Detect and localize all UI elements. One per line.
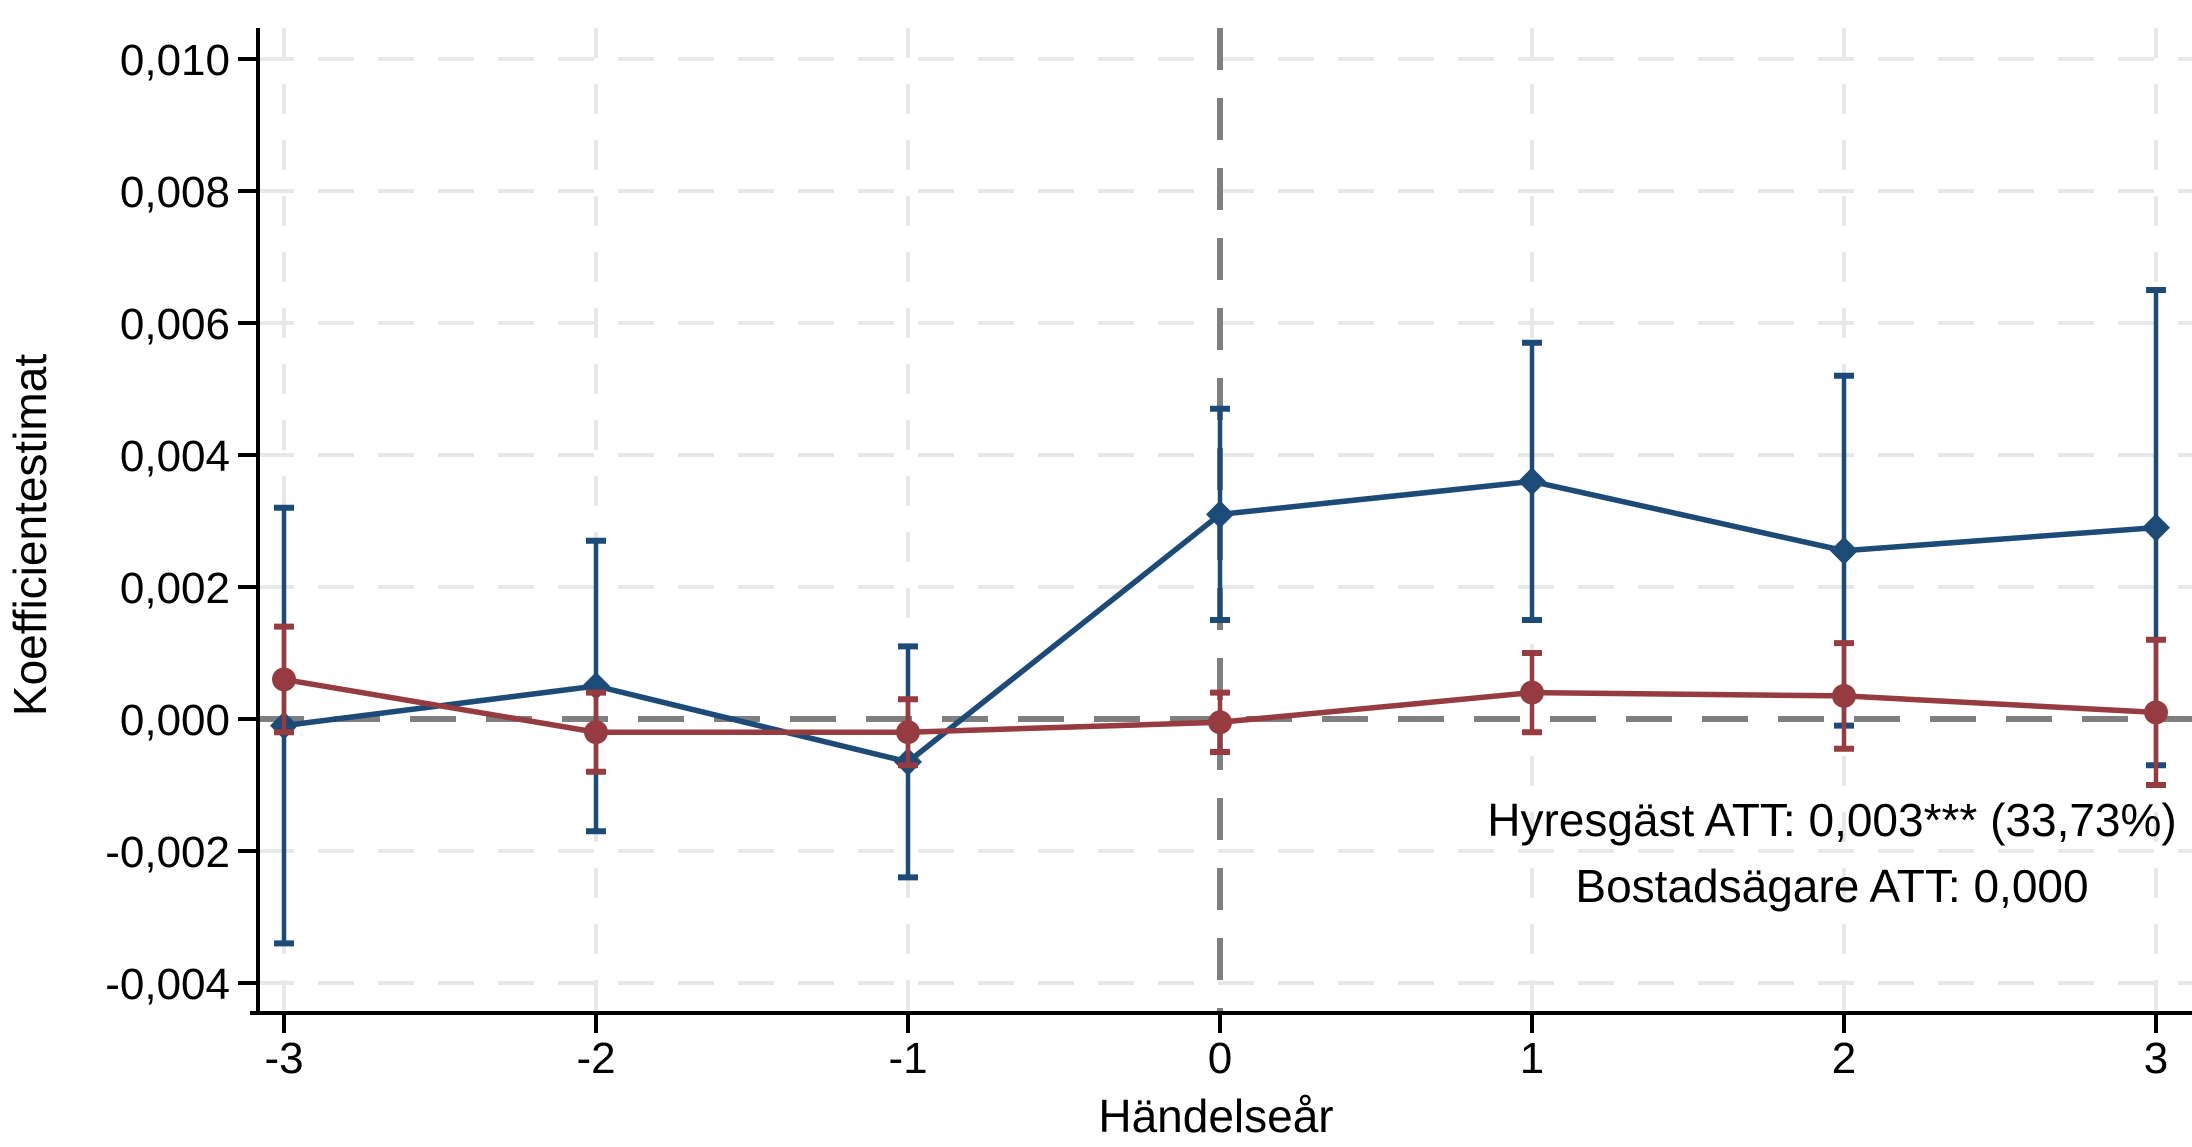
data-point-circle	[1208, 710, 1232, 735]
x-tick-label: 3	[2144, 1034, 2168, 1083]
data-point-circle	[2144, 700, 2168, 725]
y-tick-label: 0,002	[120, 564, 230, 613]
data-point-circle	[584, 720, 608, 745]
y-tick-label: 0,008	[120, 168, 230, 217]
series-bostadsägare	[272, 623, 2168, 788]
y-tick-label: 0,010	[120, 36, 230, 85]
x-tick-label: -3	[264, 1034, 303, 1083]
data-point-circle	[1520, 680, 1544, 705]
data-point-circle	[1832, 683, 1856, 708]
y-tick-label: -0,002	[105, 828, 230, 877]
x-tick-label: 0	[1208, 1034, 1232, 1083]
att-annotation-bostadsagare: Bostadsägare ATT: 0,000	[1575, 860, 2088, 912]
data-point-circle	[896, 720, 920, 745]
y-axis-title: Koefficientestimat	[4, 354, 56, 716]
data-series	[270, 287, 2170, 947]
x-tick-label: 1	[1520, 1034, 1544, 1083]
data-point-diamond	[2142, 513, 2170, 542]
axes	[238, 28, 2192, 1033]
att-annotation-hyresgast: Hyresgäst ATT: 0,003*** (33,73%)	[1487, 794, 2176, 846]
y-tick-label: -0,004	[105, 960, 230, 1009]
data-point-diamond	[1206, 500, 1234, 529]
data-point-circle	[272, 667, 296, 692]
data-point-diamond	[1518, 467, 1546, 496]
y-tick-label: 0,004	[120, 432, 230, 481]
x-axis-title: Händelseår	[1098, 1090, 1333, 1142]
x-tick-label: 2	[1832, 1034, 1856, 1083]
gridlines	[258, 28, 2192, 1013]
x-tick-label: -2	[576, 1034, 615, 1083]
tick-labels: 0,010 0,008 0,006 0,004 0,002 0,000 -0,002 -0,0…	[105, 36, 2168, 1083]
y-tick-label: 0,006	[120, 300, 230, 349]
y-tick-label: 0,000	[120, 696, 230, 745]
data-point-diamond	[1830, 536, 1858, 565]
x-tick-label: -1	[888, 1034, 927, 1083]
